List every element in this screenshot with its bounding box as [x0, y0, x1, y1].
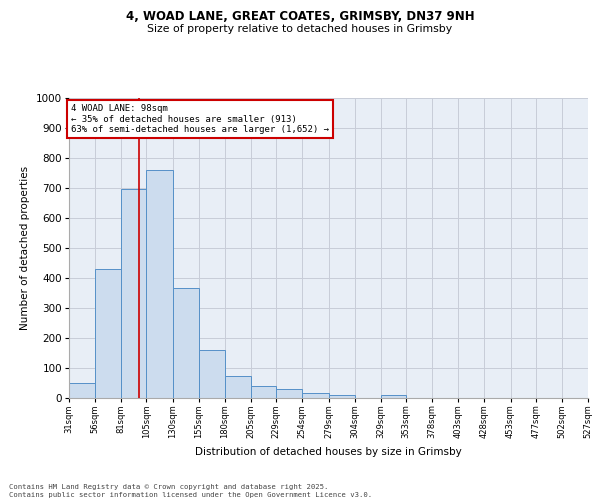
- Bar: [121, 189, 146, 398]
- Bar: [329, 394, 355, 398]
- Bar: [95, 268, 121, 398]
- Text: 4, WOAD LANE, GREAT COATES, GRIMSBY, DN37 9NH: 4, WOAD LANE, GREAT COATES, GRIMSBY, DN3…: [125, 10, 475, 23]
- Bar: [225, 376, 251, 398]
- Bar: [302, 393, 329, 398]
- Text: 4 WOAD LANE: 98sqm
← 35% of detached houses are smaller (913)
63% of semi-detach: 4 WOAD LANE: 98sqm ← 35% of detached hou…: [71, 104, 329, 134]
- Bar: [146, 170, 173, 398]
- Bar: [381, 396, 406, 398]
- Bar: [276, 389, 302, 398]
- Bar: [199, 350, 225, 398]
- Bar: [251, 386, 276, 398]
- X-axis label: Distribution of detached houses by size in Grimsby: Distribution of detached houses by size …: [195, 447, 462, 457]
- Text: Contains HM Land Registry data © Crown copyright and database right 2025.
Contai: Contains HM Land Registry data © Crown c…: [9, 484, 372, 498]
- Bar: [173, 288, 199, 398]
- Text: Size of property relative to detached houses in Grimsby: Size of property relative to detached ho…: [148, 24, 452, 34]
- Bar: [69, 382, 95, 398]
- Y-axis label: Number of detached properties: Number of detached properties: [20, 166, 31, 330]
